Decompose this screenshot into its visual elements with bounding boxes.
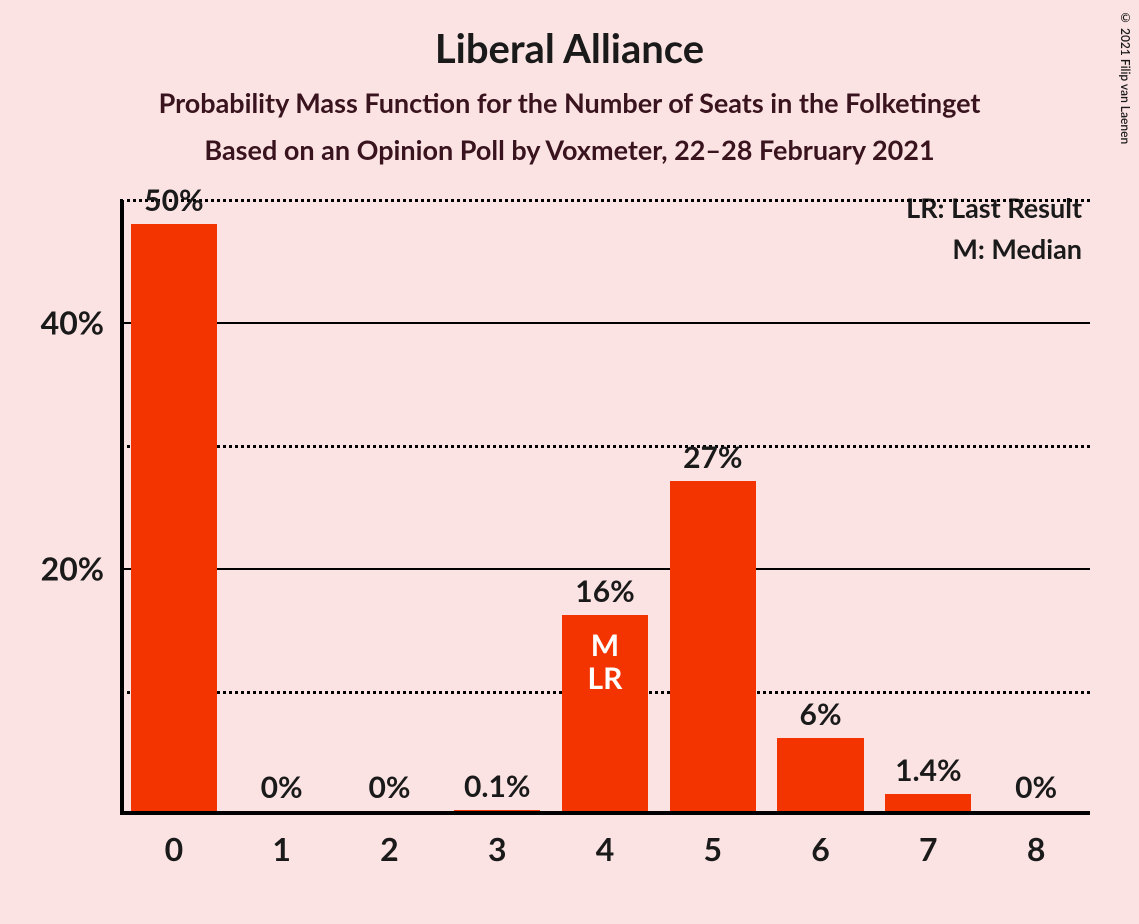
- x-tick-label: 0: [165, 815, 184, 868]
- grid-line-minor: [120, 445, 1090, 448]
- x-tick-label: 5: [703, 815, 722, 868]
- bar-value-label: 1.4%: [895, 752, 962, 794]
- bar-value-label: 16%: [575, 573, 634, 615]
- grid-line: 40%: [120, 322, 1090, 324]
- bar: 50%: [131, 224, 217, 811]
- bar-value-label: 50%: [144, 182, 203, 224]
- bar: 27%: [670, 481, 756, 811]
- bar: 0.1%: [454, 810, 540, 811]
- x-tick-label: 1: [272, 815, 291, 868]
- grid-line: 20%: [120, 568, 1090, 570]
- x-tick-label: 7: [919, 815, 938, 868]
- chart-plot-area: LR: Last Result M: Median 20%40%50%00%10…: [120, 200, 1090, 815]
- x-tick-label: 2: [380, 815, 399, 868]
- legend-lr: LR: Last Result: [906, 188, 1082, 229]
- bar-value-label: 6%: [800, 696, 842, 738]
- chart-title: Liberal Alliance: [0, 0, 1139, 72]
- bar-value-label: 0.1%: [464, 768, 531, 810]
- legend-m: M: Median: [906, 229, 1082, 270]
- bar: 16%MLR: [562, 615, 648, 811]
- bar-value-label: 27%: [683, 439, 742, 481]
- y-tick-label: 40%: [41, 303, 120, 342]
- chart-subtitle-1: Probability Mass Function for the Number…: [0, 86, 1139, 119]
- bar-value-label: 0%: [1015, 769, 1057, 811]
- x-tick-label: 3: [488, 815, 507, 868]
- bar: 6%: [777, 738, 863, 811]
- bar-value-label: 0%: [261, 769, 303, 811]
- x-tick-label: 8: [1027, 815, 1046, 868]
- bar-value-label: 0%: [368, 769, 410, 811]
- copyright-text: © 2021 Filip van Laenen: [1118, 10, 1133, 144]
- grid-line-minor: [120, 199, 1090, 202]
- bar: 1.4%: [885, 794, 971, 811]
- chart-subtitle-2: Based on an Opinion Poll by Voxmeter, 22…: [0, 133, 1139, 166]
- x-tick-label: 6: [811, 815, 830, 868]
- bar-marker-label: MLR: [588, 629, 623, 695]
- y-tick-label: 20%: [41, 549, 120, 588]
- x-tick-label: 4: [596, 815, 615, 868]
- y-axis-line: [120, 200, 124, 815]
